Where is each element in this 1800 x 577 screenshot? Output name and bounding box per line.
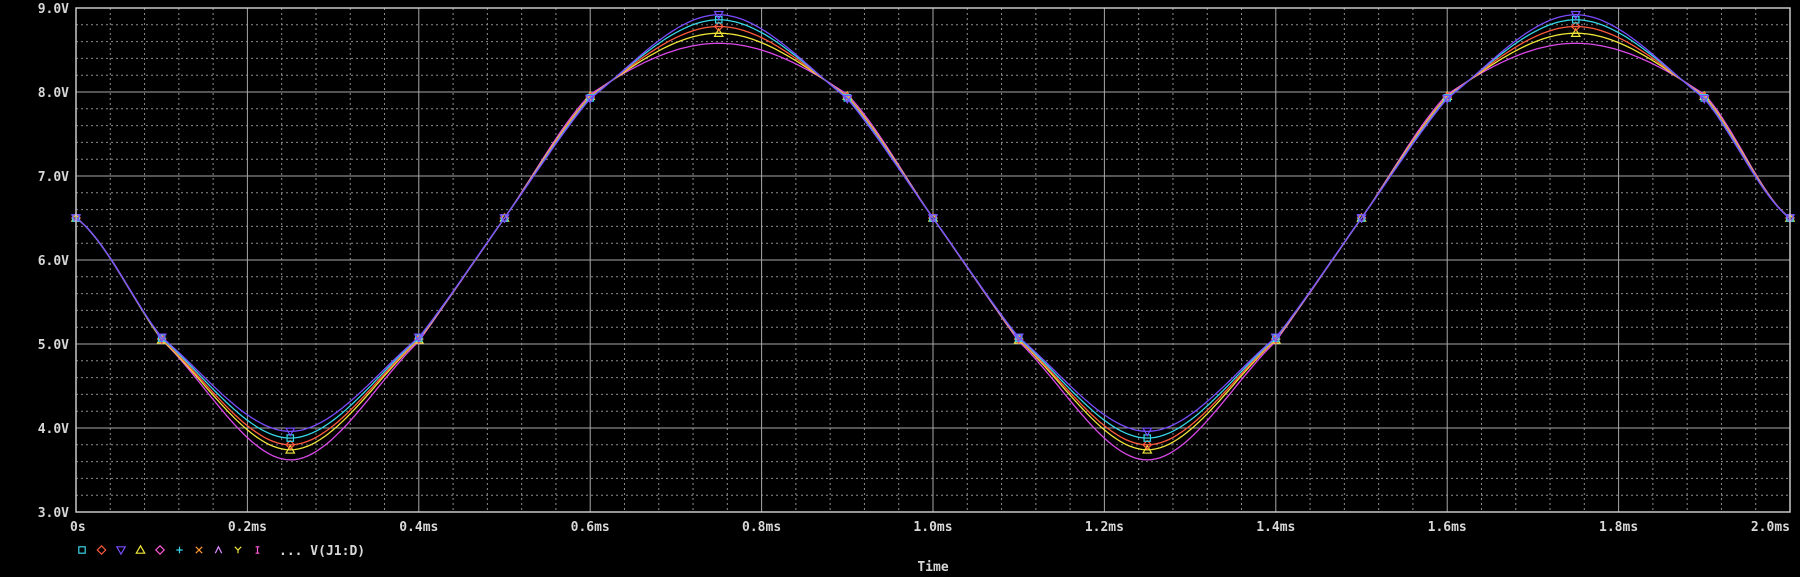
x-tick-label: 1.0ms: [913, 520, 952, 535]
y-tick-label: 7.0V: [38, 170, 69, 185]
axes: [75, 7, 1791, 513]
legend-marker: [115, 546, 127, 556]
data-point: [584, 94, 596, 105]
data-point: [413, 333, 425, 343]
y-tick-label: 5.0V: [38, 338, 69, 353]
y-tick-label: 3.0V: [38, 506, 69, 521]
series-line: [75, 14, 1791, 433]
y-tick-label: 6.0V: [38, 254, 69, 269]
legend-marker: [154, 544, 166, 556]
tick-labels: 3.0V 4.0V 5.0V 6.0V 7.0V 8.0V 9.0V 0s 0.2ms 0.4ms…: [38, 2, 1790, 535]
data-point: [927, 214, 939, 224]
x-tick-label: 1.8ms: [1599, 520, 1638, 535]
data-point: [1571, 15, 1580, 24]
x-tick-label: 0.6ms: [571, 520, 610, 535]
data-point: [285, 427, 296, 437]
x-tick-label: 2.0ms: [1751, 520, 1790, 535]
legend-marker: [195, 546, 203, 554]
data-point: [1142, 427, 1153, 437]
data-point: [1699, 94, 1710, 105]
data-point: [713, 10, 724, 21]
data-point: [285, 439, 296, 450]
x-tick-label: 0.2ms: [228, 520, 267, 535]
data-point: [1356, 214, 1367, 224]
x-tick-label: 1.4ms: [1256, 520, 1295, 535]
x-tick-label: 0.4ms: [399, 520, 438, 535]
series-group: [70, 10, 1796, 461]
data-point: [1142, 444, 1153, 454]
data-point: [1013, 333, 1024, 343]
data-point: [714, 15, 723, 24]
data-point: [713, 27, 724, 38]
legend-marker: [255, 546, 260, 554]
data-point: [1441, 94, 1453, 105]
data-point: [1270, 333, 1282, 343]
legend-marker: [135, 544, 146, 554]
data-point: [713, 21, 724, 32]
data-point: [285, 444, 296, 454]
x-tick-label: 1.6ms: [1428, 520, 1467, 535]
x-tick-label: 0.8ms: [742, 520, 781, 535]
data-point: [1570, 27, 1581, 38]
y-tick-label: 9.0V: [38, 2, 69, 17]
plot-frame: [75, 7, 1791, 513]
data-point: [156, 333, 167, 343]
data-point: [1570, 21, 1581, 32]
y-tick-label: 4.0V: [38, 422, 69, 437]
x-tick-label: 0s: [70, 520, 86, 535]
legend-marker: [234, 546, 242, 554]
data-point: [1142, 439, 1153, 450]
legend-marker: [214, 545, 223, 554]
x-tick-label: 1.2ms: [1085, 520, 1124, 535]
y-tick-label: 8.0V: [38, 86, 69, 101]
data-point: [1570, 10, 1581, 21]
data-point: [499, 214, 510, 224]
data-point: [842, 94, 853, 105]
legend-marker: [96, 544, 107, 556]
x-axis-label: Time: [917, 560, 948, 575]
legend-label: ... V(J1:D): [279, 544, 365, 559]
legend-marker: [78, 546, 86, 554]
legend: ... V(J1:D): [78, 544, 365, 559]
legend-marker: [176, 546, 183, 554]
